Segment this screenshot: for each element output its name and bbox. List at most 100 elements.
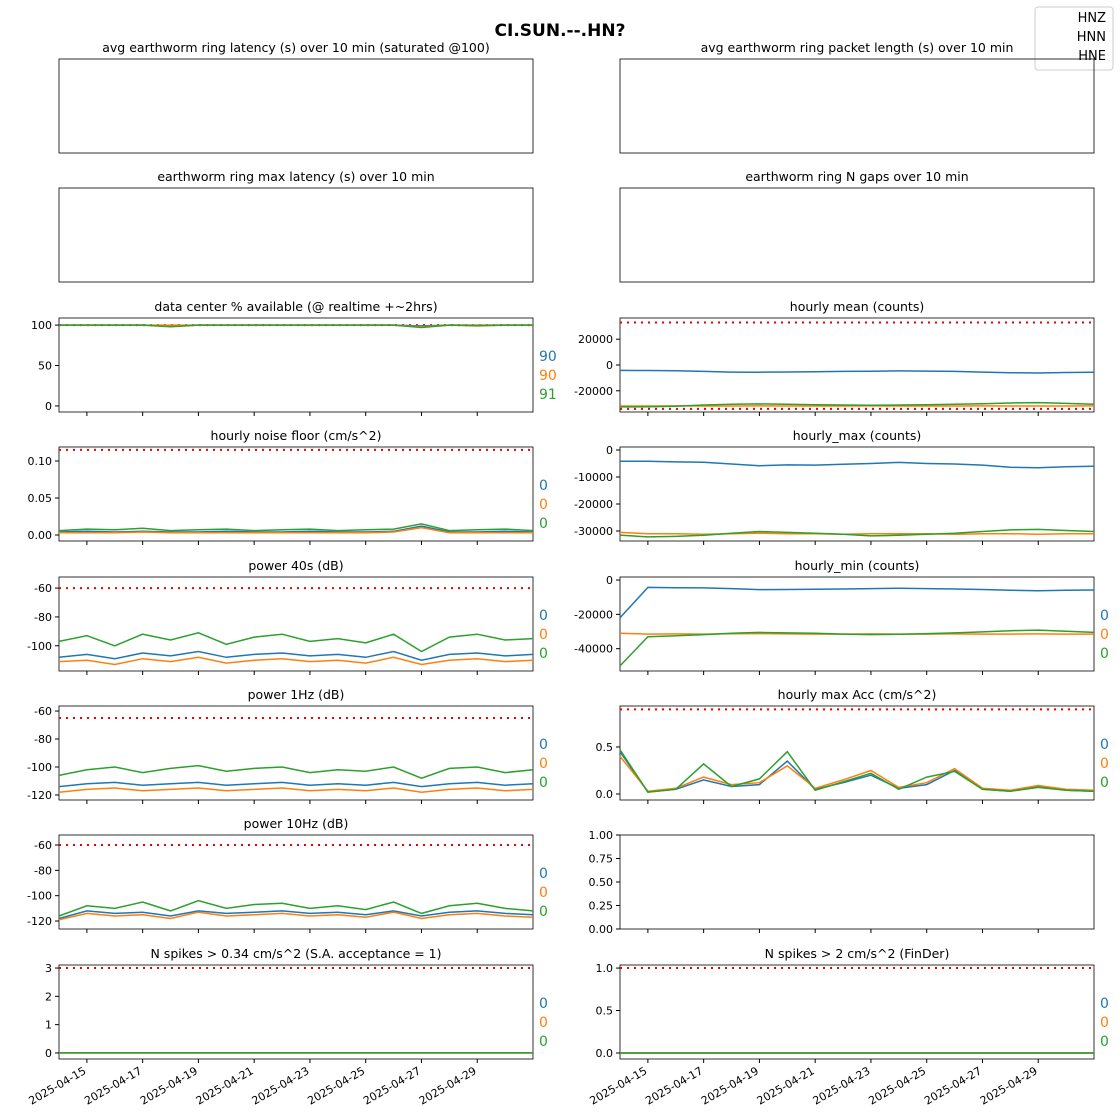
y-tick-label: -120 — [27, 915, 52, 928]
series-line — [58, 911, 534, 921]
side-label: 0 — [539, 737, 548, 753]
series-line — [59, 526, 533, 534]
y-tick-label: 100 — [31, 319, 52, 332]
plot-area — [619, 964, 1095, 1060]
figure-title: CI.SUN.--.HN? — [495, 21, 626, 41]
series-line — [58, 899, 534, 917]
plot-area — [619, 576, 1095, 672]
y-tick-label: -80 — [34, 733, 52, 746]
y-tick-label: -60 — [34, 839, 52, 852]
panel-title: earthworm ring max latency (s) over 10 m… — [157, 169, 434, 184]
panel-title: hourly max Acc (cm/s^2) — [778, 687, 937, 702]
y-tick-label: 0.10 — [28, 455, 53, 468]
y-tick-label: -100 — [27, 761, 52, 774]
y-tick-label: -20000 — [574, 385, 613, 398]
y-tick-label: -60 — [34, 705, 52, 718]
side-label: 0 — [539, 885, 548, 901]
y-tick-label: 1 — [45, 1019, 52, 1032]
panel-title: N spikes > 0.34 cm/s^2 (S.A. acceptance … — [150, 946, 441, 961]
series-line — [58, 910, 534, 920]
y-tick-label: 0.5 — [596, 741, 614, 754]
y-tick-label: 0.0 — [596, 788, 614, 801]
side-label: 0 — [539, 1034, 548, 1050]
y-tick-label: 0.05 — [28, 492, 53, 505]
y-tick-label: -10000 — [574, 471, 613, 484]
y-tick-label: 0.50 — [589, 876, 614, 889]
plot-area — [58, 834, 534, 930]
y-tick-label: 0.00 — [28, 529, 53, 542]
series-line — [619, 369, 1095, 374]
panel-title: hourly mean (counts) — [790, 299, 924, 314]
panel-title: avg earthworm ring latency (s) over 10 m… — [102, 40, 489, 55]
y-tick-label: 0 — [45, 1047, 52, 1060]
plot-area — [58, 576, 534, 672]
panel-title: power 10Hz (dB) — [244, 816, 349, 831]
y-tick-label: 1.00 — [589, 829, 614, 842]
y-tick-label: 0 — [606, 444, 613, 457]
panel-title: N spikes > 2 cm/s^2 (FinDer) — [765, 946, 950, 961]
y-tick-label: -60 — [34, 582, 52, 595]
series-line — [58, 656, 534, 666]
y-tick-label: 3 — [45, 962, 52, 975]
panel-title: hourly noise floor (cm/s^2) — [211, 428, 382, 443]
legend-label: HNE — [1078, 49, 1106, 64]
plot-area — [58, 187, 534, 283]
panel-title: earthworm ring N gaps over 10 min — [745, 169, 968, 184]
y-tick-label: -120 — [27, 789, 52, 802]
series-line — [619, 586, 1095, 619]
side-label: 0 — [539, 996, 548, 1012]
plot-area — [58, 964, 534, 1060]
side-label: 0 — [539, 516, 548, 532]
y-tick-label: 0 — [45, 400, 52, 413]
series-line — [619, 755, 1095, 792]
y-tick-label: 1.0 — [596, 962, 614, 975]
panel-title: avg earthworm ring packet length (s) ove… — [701, 40, 1014, 55]
y-tick-label: -20000 — [574, 498, 613, 511]
side-label: 0 — [539, 627, 548, 643]
side-label: 0 — [1100, 608, 1109, 624]
side-label: 0 — [1100, 737, 1109, 753]
series-line — [619, 528, 1095, 538]
y-tick-label: 0.5 — [596, 1005, 614, 1018]
series-line — [58, 632, 534, 653]
side-label: 0 — [539, 756, 548, 772]
side-label: 0 — [539, 1015, 548, 1031]
series-line — [620, 460, 1095, 469]
side-label: 0 — [539, 608, 548, 624]
plot-area — [619, 58, 1095, 154]
side-label: 0 — [539, 478, 548, 494]
series-line — [619, 531, 1094, 535]
side-label: 90 — [539, 349, 557, 365]
legend-label: HNZ — [1078, 11, 1107, 26]
side-label: 0 — [1100, 775, 1109, 791]
side-label: 0 — [539, 866, 548, 882]
series-line — [58, 764, 534, 780]
y-tick-label: -40000 — [574, 643, 613, 656]
panel-title: hourly_min (counts) — [795, 558, 920, 573]
y-tick-label: 20000 — [578, 333, 613, 346]
y-tick-label: -80 — [34, 864, 52, 877]
side-label: 0 — [539, 497, 548, 513]
side-label: 0 — [1100, 996, 1109, 1012]
series-line — [619, 401, 1095, 408]
plot-area — [58, 58, 534, 154]
side-label: 0 — [1100, 646, 1109, 662]
plot-area — [58, 317, 534, 413]
y-tick-label: -100 — [27, 890, 52, 903]
series-line — [59, 324, 533, 329]
side-label: 0 — [1100, 1034, 1109, 1050]
side-label: 0 — [1100, 1015, 1109, 1031]
series-line — [619, 749, 1095, 793]
plot-area — [58, 446, 534, 542]
y-tick-label: 0.25 — [589, 900, 614, 913]
plot-area — [619, 446, 1095, 542]
y-tick-label: -100 — [27, 640, 52, 653]
series-line — [58, 787, 534, 793]
y-tick-label: -80 — [34, 611, 52, 624]
y-tick-label: -20000 — [574, 608, 613, 621]
legend-box — [1034, 6, 1114, 71]
side-label: 0 — [539, 775, 548, 791]
panel-title: hourly_max (counts) — [793, 428, 922, 443]
